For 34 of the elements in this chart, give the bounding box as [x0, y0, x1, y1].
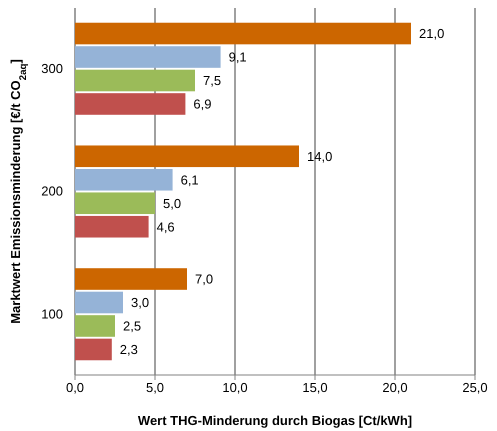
- data-label: 6,9: [193, 96, 212, 112]
- data-label: 5,0: [163, 196, 182, 211]
- x-tick-label: 20,0: [382, 380, 408, 396]
- x-tick-label: 5,0: [146, 380, 164, 396]
- bar: [75, 292, 123, 314]
- data-label: 9,1: [228, 50, 247, 65]
- bar: [75, 268, 187, 290]
- x-tick-label: 10,0: [222, 380, 248, 396]
- data-label: 21,0: [419, 26, 444, 42]
- bar: [75, 70, 195, 92]
- y-tick-label: 200: [41, 184, 63, 199]
- bar: [75, 338, 112, 360]
- data-label: 6,1: [180, 172, 199, 188]
- data-label: 7,0: [195, 272, 214, 287]
- bar: [75, 315, 115, 337]
- x-tick-label: 15,0: [302, 380, 328, 396]
- data-label: 2,5: [123, 318, 142, 334]
- bar: [75, 192, 155, 214]
- x-axis-title: Wert THG-Minderung durch Biogas [Ct/kWh]: [138, 413, 412, 428]
- bar: [75, 168, 173, 191]
- x-tick-label: 0,0: [66, 380, 84, 396]
- bar: [75, 46, 221, 68]
- bar: [75, 22, 411, 44]
- data-label: 4,6: [156, 219, 175, 234]
- x-tick-label: 25,0: [462, 380, 488, 396]
- y-tick-label: 300: [41, 60, 63, 76]
- data-label: 7,5: [203, 73, 222, 88]
- bar: [75, 145, 299, 168]
- data-label: 14,0: [307, 148, 332, 164]
- bar: [75, 93, 186, 115]
- data-label: 3,0: [131, 295, 150, 310]
- y-tick-label: 100: [41, 306, 63, 322]
- bar: [75, 216, 149, 238]
- data-label: 2,3: [120, 342, 138, 358]
